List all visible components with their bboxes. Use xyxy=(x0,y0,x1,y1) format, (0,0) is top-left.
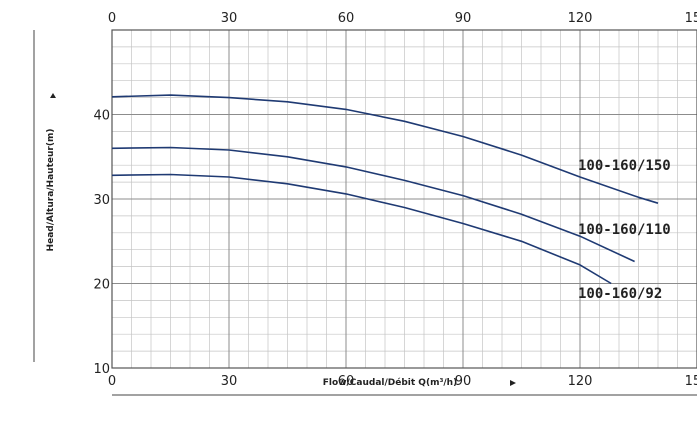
x-tick-label-bottom: 30 xyxy=(221,374,238,389)
x-tick-label-top: 60 xyxy=(338,11,355,26)
x-tick-label-bottom: 120 xyxy=(568,374,593,389)
series-line xyxy=(111,94,659,204)
x-tick-label-bottom: 150 xyxy=(685,374,697,389)
series-line xyxy=(111,173,612,285)
tick-labels: 0 0 30 30 60 60 90 90 120 120 150 150 10 20 30 40 xyxy=(93,11,697,389)
x-tick-label-top: 90 xyxy=(455,11,472,26)
major-grid xyxy=(111,29,697,369)
y-tick-label: 10 xyxy=(93,362,110,377)
series-line xyxy=(111,146,635,263)
x-tick-label-bottom: 60 xyxy=(338,374,355,389)
x-tick-label-bottom: 90 xyxy=(455,374,472,389)
y-tick-label: 20 xyxy=(93,278,110,293)
x-tick-label-top: 150 xyxy=(685,11,697,26)
series-label: 100-160/150 xyxy=(578,158,671,174)
series-lines: 100-160/150 100-160/110 100-160/92 xyxy=(111,94,671,302)
x-tick-label-top: 30 xyxy=(221,11,238,26)
series-label: 100-160/110 xyxy=(578,222,671,238)
y-tick-label: 30 xyxy=(93,193,110,208)
x-tick-label-top: 120 xyxy=(568,11,593,26)
x-axis-arrow-icon xyxy=(510,380,516,386)
plot-frame xyxy=(111,29,697,369)
y-axis-title: Head/Altura/Hauteur(m) xyxy=(46,129,56,252)
y-tick-label: 40 xyxy=(93,109,110,124)
y-axis-arrow-icon xyxy=(50,93,56,98)
x-axis-title: Flow/Caudal/Débit Q(m³/h) xyxy=(323,377,457,388)
x-tick-label-bottom: 0 xyxy=(108,374,116,389)
x-tick-label-top: 0 xyxy=(108,11,116,26)
series-label: 100-160/92 xyxy=(578,286,662,302)
